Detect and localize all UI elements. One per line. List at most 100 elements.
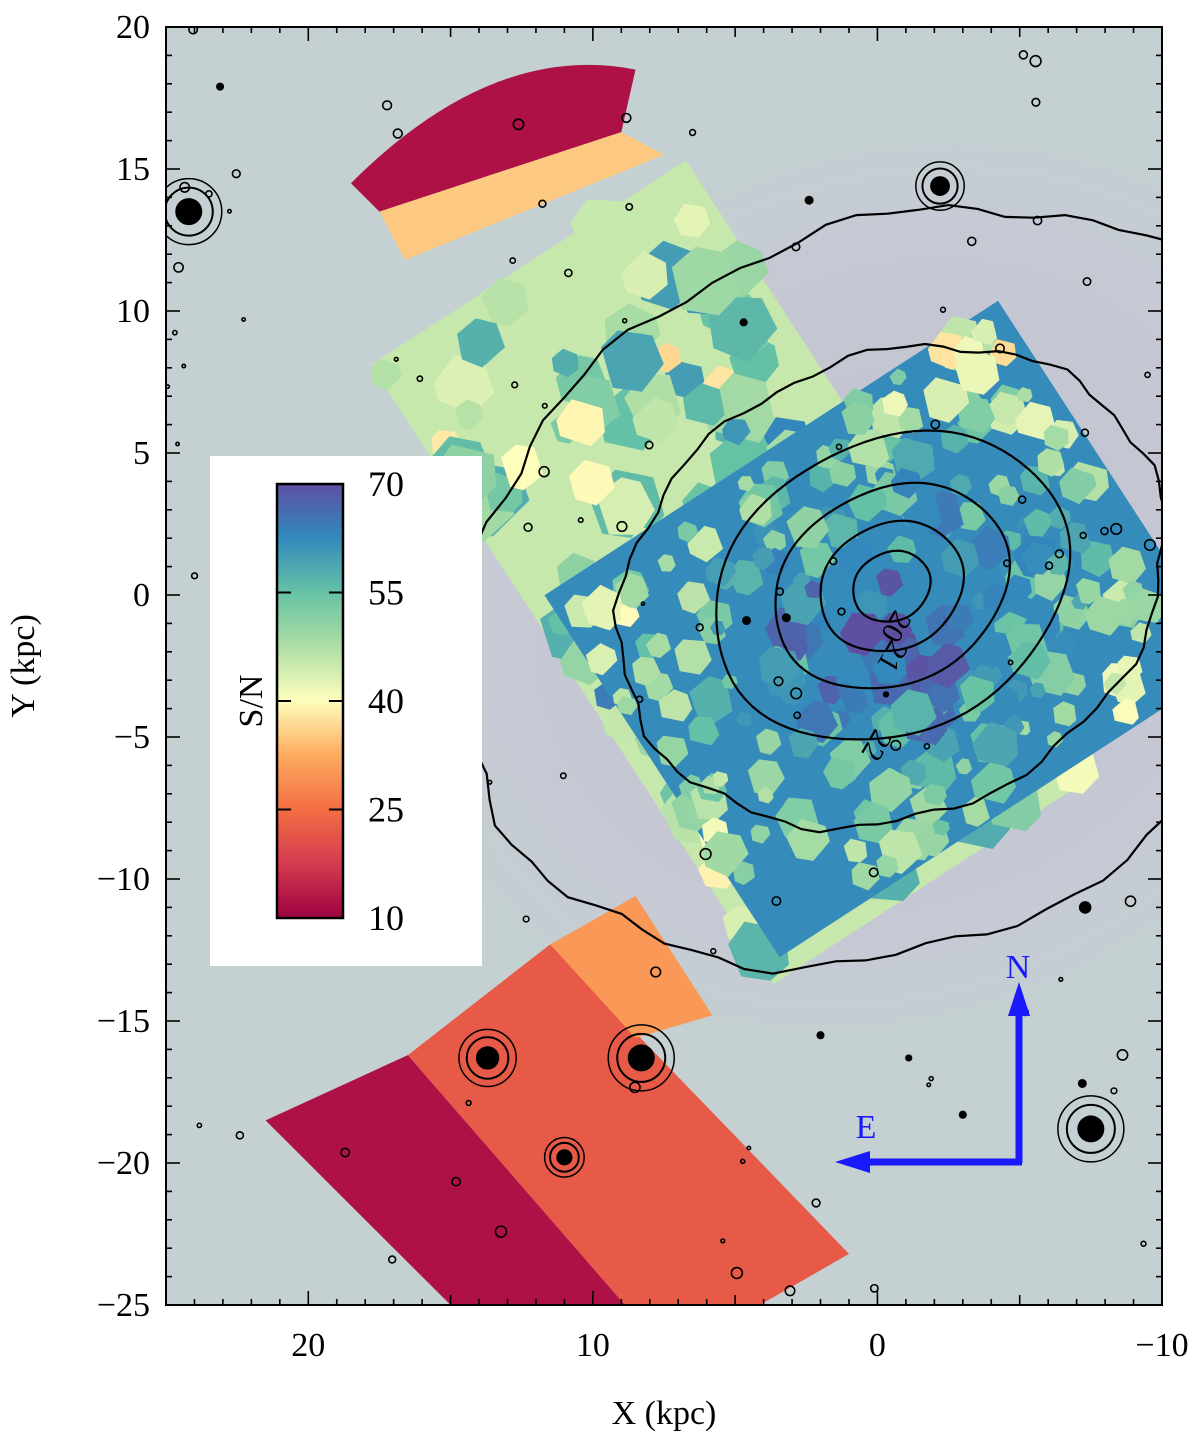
voronoi-bin — [689, 676, 733, 724]
faint-source — [416, 375, 424, 383]
faint-source — [241, 317, 247, 322]
faint-source — [392, 128, 404, 139]
voronoi-bin — [645, 632, 672, 659]
faint-source — [541, 402, 548, 409]
colorbar-tick-label: 55 — [368, 573, 404, 613]
faint-source — [1029, 54, 1042, 68]
faint-source — [784, 1285, 796, 1297]
voronoi-bin — [677, 581, 711, 614]
voronoi-bin — [959, 675, 995, 712]
faint-source — [746, 1145, 752, 1151]
voronoi-bin — [1185, 626, 1200, 655]
colorbar-label: S/N — [233, 675, 270, 728]
x-tick-label: 10 — [576, 1327, 610, 1364]
faint-source — [231, 169, 241, 179]
faint-source — [1031, 97, 1041, 107]
voronoi-bin — [1075, 577, 1101, 605]
source-contour — [166, 177, 223, 246]
source-contour — [458, 1028, 517, 1088]
voronoi-bin — [889, 368, 907, 386]
y-axis-label: Y (kpc) — [5, 614, 42, 718]
faint-source — [181, 363, 187, 369]
voronoi-bin — [657, 554, 676, 572]
voronoi-bin — [856, 589, 888, 620]
faint-source — [720, 1238, 726, 1244]
faint-source — [890, 739, 902, 751]
voronoi-bin — [1046, 731, 1063, 748]
field-source — [781, 613, 791, 623]
faint-source — [644, 440, 654, 450]
x-axis-ticks: 20 10 0 −10 — [165, 27, 1189, 1364]
voronoi-bin — [739, 493, 772, 526]
faint-source — [1110, 1087, 1118, 1095]
field-source — [739, 318, 748, 327]
faint-source — [773, 676, 784, 687]
east-label: E — [856, 1109, 877, 1146]
field-source — [816, 1031, 825, 1040]
isophote-contour — [774, 481, 1012, 690]
voronoi-bin — [757, 787, 774, 804]
faint-source — [1143, 538, 1157, 552]
voronoi-bin — [747, 759, 785, 796]
faint-source — [1058, 976, 1064, 983]
voronoi-bin — [1034, 566, 1068, 602]
voronoi-bin — [688, 716, 720, 746]
voronoi-bin — [955, 758, 973, 775]
faint-source — [523, 522, 533, 533]
voronoi-bin — [804, 580, 823, 599]
field-source — [475, 1046, 500, 1070]
field-source — [1077, 1078, 1087, 1088]
faint-source — [1018, 50, 1029, 60]
faint-source — [522, 915, 530, 923]
field-source — [958, 1110, 967, 1119]
voronoi-bin — [370, 358, 402, 391]
faint-source — [928, 1075, 934, 1082]
faint-source — [1044, 561, 1054, 570]
source-contour — [549, 1141, 580, 1173]
colorbar-panel — [210, 456, 482, 966]
voronoi-bin — [673, 203, 711, 238]
faint-source — [1032, 215, 1043, 226]
faint-source — [625, 202, 634, 211]
voronoi-bin — [732, 860, 755, 885]
voronoi-bin — [847, 484, 888, 522]
voronoi-bin — [1059, 467, 1097, 505]
faint-source — [1079, 531, 1087, 540]
faint-source — [559, 772, 567, 780]
south-sector-inner — [550, 896, 713, 1039]
voronoi-bin — [721, 674, 738, 690]
voronoi-bin — [596, 477, 655, 535]
voronoi-bin — [551, 348, 579, 378]
faint-source — [465, 1099, 472, 1107]
faint-source — [538, 465, 550, 478]
faint-source — [835, 443, 843, 451]
north-label: N — [1006, 949, 1031, 986]
faint-source — [1144, 371, 1151, 379]
faint-source — [793, 711, 802, 720]
faint-source — [650, 966, 662, 978]
voronoi-bin — [957, 397, 996, 434]
y-tick-label: −15 — [97, 1003, 150, 1040]
voronoi-bin — [705, 557, 737, 587]
voronoi-bin — [882, 390, 908, 417]
faint-source — [1110, 522, 1123, 536]
faint-source — [179, 181, 191, 193]
faint-source — [628, 1081, 641, 1094]
x-axis-label: X (kpc) — [612, 1395, 717, 1432]
voronoi-bin — [869, 767, 913, 813]
y-tick-label: 5 — [133, 435, 150, 472]
x-tick-label: 20 — [291, 1327, 325, 1364]
voronoi-bin — [481, 277, 529, 327]
field-source — [882, 691, 890, 698]
colorbar-tick-label: 40 — [368, 681, 404, 721]
voronoi-bin — [736, 711, 752, 728]
faint-source — [381, 100, 393, 111]
voronoi-bin — [982, 583, 1010, 613]
field-source — [930, 176, 950, 196]
voronoi-bin — [601, 330, 664, 392]
y-tick-label: −5 — [114, 719, 150, 756]
voronoi-bin — [887, 535, 917, 563]
voronoi-bin — [1046, 552, 1070, 576]
colorbar-tick-label: 25 — [368, 790, 404, 830]
